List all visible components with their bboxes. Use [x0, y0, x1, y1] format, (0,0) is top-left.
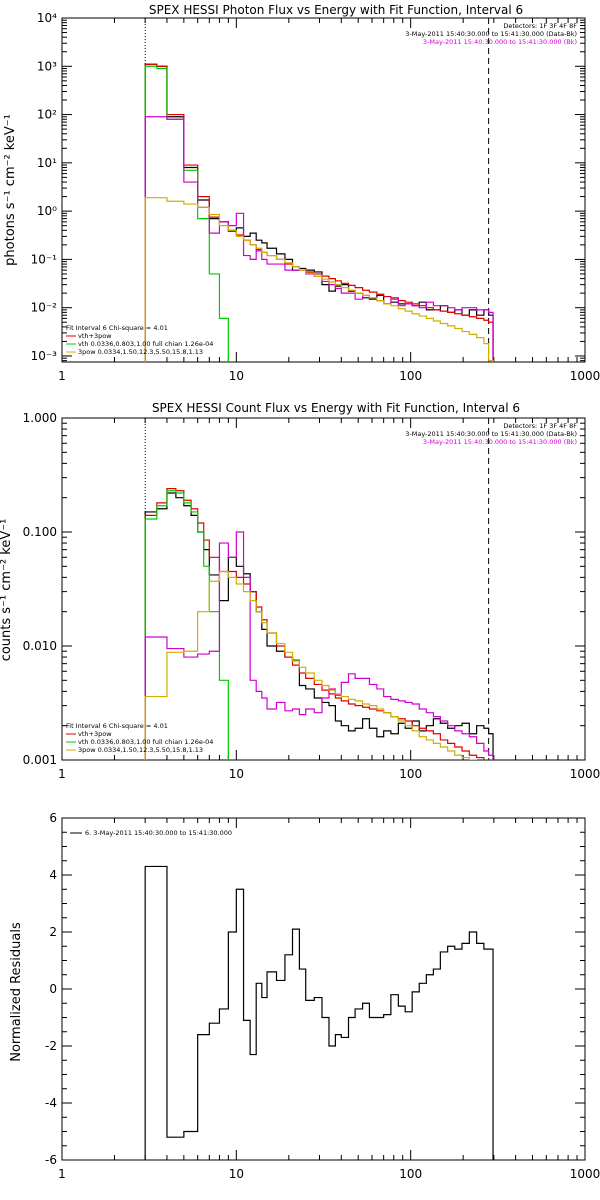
series-line [144, 116, 494, 362]
count-flux-title: SPEX HESSI Count Flux vs Energy with Fit… [152, 401, 520, 415]
legend-entry: 6. 3-May-2011 15:40:30.000 to 15:41:30.0… [85, 829, 232, 837]
y-tick-label: 10⁻² [31, 301, 58, 315]
y-tick-label: 0.100 [23, 525, 57, 539]
y-tick-label: 10⁻³ [31, 349, 58, 363]
x-tick-label: 10 [229, 767, 244, 781]
y-tick-label: 10¹ [37, 156, 57, 170]
legend-entry: 3-May-2011 15:40:30.000 to 15:41:30.000 … [423, 38, 577, 46]
legend-entry: Detectors: 1F 3F 4F 8F [503, 422, 577, 430]
plot-frame [61, 817, 586, 1161]
legend-entry: Fit Interval 6 Chi-square = 4.01 [66, 324, 168, 332]
legend-entry: Detectors: 1F 3F 4F 8F [503, 22, 577, 30]
x-tick-label: 100 [399, 767, 422, 781]
x-tick-label: 1000 [570, 1167, 600, 1181]
residuals-panel: Normalized Residuals 1 10 100 1000 -6 -4 -2 0 2 4… [9, 811, 600, 1181]
x-tick-label: 10 [229, 1167, 244, 1181]
y-tick-label: 10⁻¹ [31, 252, 58, 266]
legend-entry: vth+3pow [78, 730, 112, 738]
series-line [144, 490, 229, 760]
series-line [144, 65, 229, 362]
x-tick-label: 1000 [570, 369, 600, 383]
legend-entry: 3-May-2011 15:40:30.000 to 15:41:30.000 … [423, 438, 577, 446]
legend-entry: 3-May-2011 15:40:30.000 to 15:41:30.000 … [405, 30, 577, 38]
legend-entry: vth 0.0336,0.803,1.00 full chian 1.26e-0… [78, 738, 213, 746]
y-tick-label: -6 [45, 1153, 57, 1167]
y-tick-label: 10⁰ [37, 204, 57, 218]
x-tick-label: 1 [58, 369, 66, 383]
y-tick-label: 6 [49, 811, 57, 825]
plot-area [144, 63, 494, 362]
x-tick-label: 1000 [570, 767, 600, 781]
y-tick-label: 4 [49, 868, 57, 882]
x-tick-label: 1 [58, 767, 66, 781]
y-tick-label: 10⁴ [37, 11, 57, 25]
plot-frame [61, 417, 586, 761]
series-line [144, 63, 494, 362]
x-tick-label: 100 [399, 369, 422, 383]
x-tick-label: 10 [229, 369, 244, 383]
photon-flux-ylabel: photons s⁻¹ cm⁻² keV⁻¹ [3, 114, 18, 266]
plot-area [144, 488, 494, 760]
y-tick-label: 0.001 [23, 753, 57, 767]
series-line [144, 865, 494, 1160]
legend-entry: 3-May-2011 15:40:30.000 to 15:41:30.000 … [405, 430, 577, 438]
y-tick-label: 0.010 [23, 639, 57, 653]
y-tick-label: 1.000 [23, 411, 57, 425]
legend-entry: Fit Interval 6 Chi-square = 4.01 [66, 722, 168, 730]
plot-area [144, 865, 494, 1160]
x-tick-label: 100 [399, 1167, 422, 1181]
x-tick-label: 1 [58, 1167, 66, 1181]
y-tick-label: 2 [49, 925, 57, 939]
plot-frame [61, 17, 586, 363]
legend-entry: vth+3pow [78, 332, 112, 340]
residuals-ylabel: Normalized Residuals [9, 922, 24, 1062]
count-flux-panel: SPEX HESSI Count Flux vs Energy with Fit… [0, 401, 600, 781]
series-line [144, 570, 478, 760]
y-tick-label: -4 [45, 1096, 57, 1110]
series-line [144, 197, 494, 362]
y-tick-label: 10² [37, 108, 57, 122]
count-flux-ylabel: counts s⁻¹ cm⁻² keV⁻¹ [0, 519, 14, 662]
photon-flux-title: SPEX HESSI Photon Flux vs Energy with Fi… [149, 3, 523, 17]
legend-entry: 3pow 0.0334,1.50,12.3,5.50,15.8,1.13 [78, 348, 203, 356]
photon-flux-panel: SPEX HESSI Photon Flux vs Energy with Fi… [3, 3, 600, 383]
legend-entry: vth 0.0336,0.803,1.00 full chian 1.26e-0… [78, 340, 213, 348]
y-tick-label: 10³ [37, 59, 57, 73]
legend-entry: 3pow 0.0334,1.50,12.3,5.50,15.8,1.13 [78, 746, 203, 754]
y-tick-label: -2 [45, 1039, 57, 1053]
y-tick-label: 0 [49, 982, 57, 996]
